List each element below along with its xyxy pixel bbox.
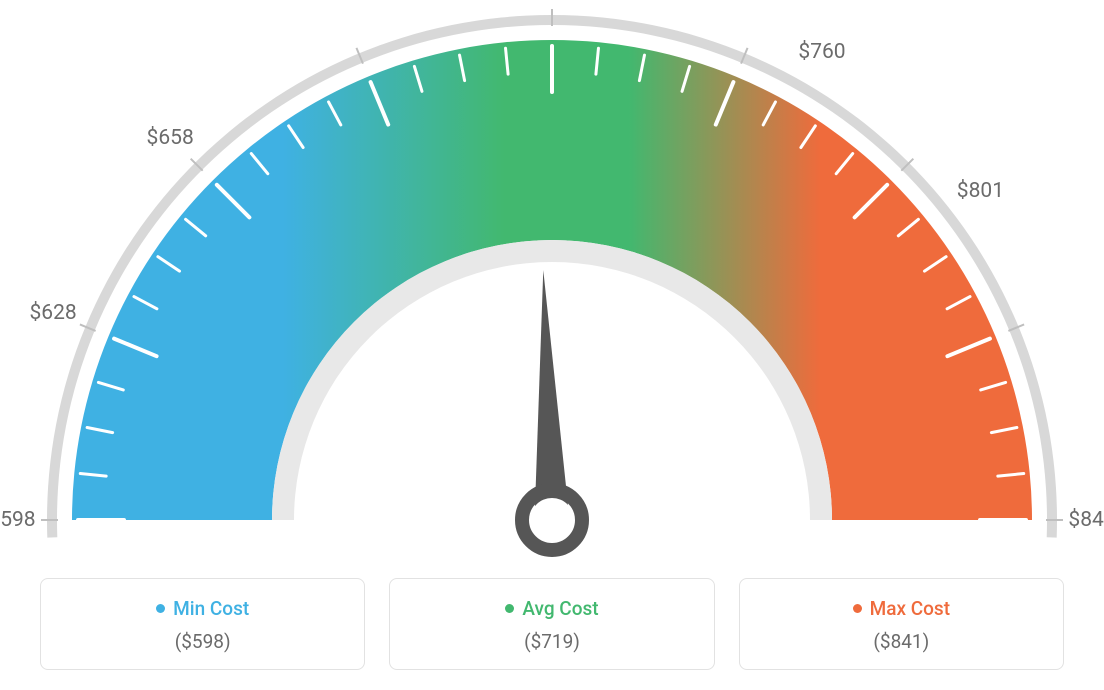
gauge-tick-label: $801 — [957, 179, 1004, 203]
legend-label-row: Avg Cost — [400, 597, 703, 620]
legend-label-avg: Avg Cost — [522, 597, 598, 620]
legend-label-row: Min Cost — [51, 597, 354, 620]
gauge-tick-label: $841 — [1068, 508, 1104, 532]
legend-value-min: ($598) — [51, 630, 354, 653]
gauge-tick-label: $760 — [798, 40, 845, 64]
legend-dot-max — [853, 604, 862, 613]
gauge-tick-label: $598 — [0, 508, 36, 532]
legend-card-avg: Avg Cost ($719) — [389, 578, 714, 670]
legend-label-row: Max Cost — [750, 597, 1053, 620]
legend-row: Min Cost ($598) Avg Cost ($719) Max Cost… — [40, 578, 1064, 670]
legend-card-max: Max Cost ($841) — [739, 578, 1064, 670]
gauge-tick-label: $658 — [147, 126, 194, 150]
gauge-area: $598$628$658$719$760$801$841 — [0, 0, 1104, 570]
legend-dot-min — [156, 604, 165, 613]
legend-label-min: Min Cost — [173, 597, 249, 620]
cost-gauge-chart: $598$628$658$719$760$801$841 Min Cost ($… — [0, 0, 1104, 690]
legend-label-max: Max Cost — [870, 597, 950, 620]
gauge-svg — [0, 0, 1104, 570]
legend-value-avg: ($719) — [400, 630, 703, 653]
gauge-tick-label: $628 — [29, 301, 76, 325]
legend-value-max: ($841) — [750, 630, 1053, 653]
legend-dot-avg — [505, 604, 514, 613]
legend-card-min: Min Cost ($598) — [40, 578, 365, 670]
